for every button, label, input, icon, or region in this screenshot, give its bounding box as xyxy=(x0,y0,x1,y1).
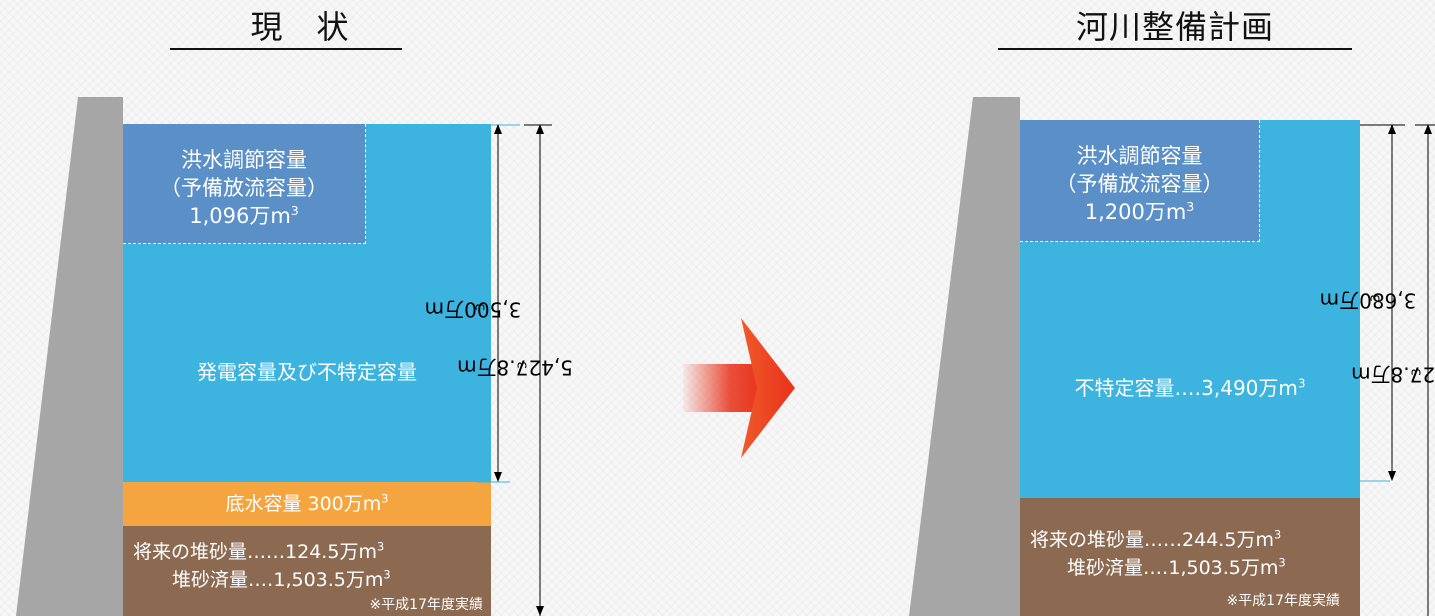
current-main-label: 発電容量及び不特定容量 xyxy=(197,360,417,384)
plan-sed-future: 将来の堆砂量‥‥‥244.5万m3 xyxy=(1030,527,1282,551)
current-dimension-lines xyxy=(475,124,552,616)
current-flood-title: 洪水調節容量 xyxy=(181,148,307,172)
heading-plan: 河川整備計画 xyxy=(1075,8,1274,46)
current-dead-storage-block: 底水容量 300万m3 xyxy=(123,482,491,526)
dam-wall-plan xyxy=(909,97,1020,616)
plan-sediment-block: 将来の堆砂量‥‥‥244.5万m3 堆砂済量‥‥1,503.5万m3 ※平成17… xyxy=(1020,498,1360,616)
dam-wall-current xyxy=(16,97,123,616)
plan-flood-title: 洪水調節容量 xyxy=(1076,144,1203,168)
heading-plan-underline xyxy=(998,48,1352,50)
current-sed-future: 将来の堆砂量‥‥‥124.5万m3 xyxy=(133,539,385,563)
current-flood-sub: （予備放流容量） xyxy=(160,176,328,200)
transition-arrow-icon xyxy=(683,318,795,458)
plan-note: ※平成17年度実績 xyxy=(1226,593,1340,609)
plan-dimension-lines xyxy=(1360,124,1435,616)
heading-current-underline xyxy=(170,48,402,50)
current-sediment-block: 将来の堆砂量‥‥‥124.5万m3 堆砂済量‥‥1,503.5万m3 ※平成17… xyxy=(123,526,491,616)
plan-main-label: 不特定容量‥‥3,490万m3 xyxy=(1074,376,1306,400)
heading-current: 現 状 xyxy=(250,8,350,46)
current-flood-value: 1,096万m3 xyxy=(189,203,299,228)
current-flood-control-block: 洪水調節容量 （予備放流容量） 1,096万m3 xyxy=(123,124,366,244)
current-note: ※平成17年度実績 xyxy=(369,597,483,613)
plan-flood-sub: （予備放流容量） xyxy=(1055,172,1224,196)
current-sed-done: 堆砂済量‥‥1,503.5万m3 xyxy=(172,567,391,591)
plan-flood-control-block: 洪水調節容量 （予備放流容量） 1,200万m3 xyxy=(1020,120,1260,242)
plan-flood-value: 1,200万m3 xyxy=(1084,199,1195,224)
plan-sed-done: 堆砂済量‥‥1,503.5万m3 xyxy=(1067,555,1286,579)
